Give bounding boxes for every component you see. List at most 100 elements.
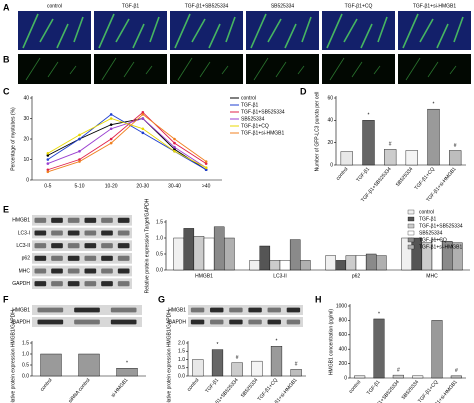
y-tick-label: 0.0 — [22, 373, 29, 379]
legend-label: TGF-β1+SB525334 — [419, 223, 463, 229]
blot-strip — [188, 317, 303, 327]
blot-band — [117, 255, 130, 261]
myotube — [326, 13, 343, 49]
micrograph — [94, 54, 167, 84]
legend-label: control — [241, 95, 256, 101]
myotube — [132, 23, 145, 49]
gfp-signal — [275, 61, 287, 78]
bar — [354, 375, 366, 379]
bar — [392, 374, 404, 379]
point — [78, 133, 81, 137]
blot-band — [34, 230, 47, 236]
myotube — [419, 18, 434, 43]
blot-band — [34, 217, 47, 223]
y-tick-label: 0 — [330, 162, 333, 168]
point — [141, 127, 145, 131]
blot-band — [67, 243, 80, 249]
blot-band — [229, 319, 243, 325]
blot-band — [117, 268, 130, 274]
myotube — [174, 13, 191, 49]
point — [78, 160, 81, 163]
y-tick-label: 800 — [339, 318, 348, 324]
significance-marker: # — [295, 362, 298, 368]
y-tick-label: 1.5 — [156, 219, 163, 225]
point — [173, 150, 176, 153]
blot-band — [51, 281, 63, 287]
y-tick-label: 40 — [327, 118, 333, 124]
blot-band — [67, 217, 80, 223]
x-tick-label: TGF-β1 — [204, 377, 220, 394]
point — [173, 141, 176, 145]
blot-band — [248, 307, 262, 313]
legend-label: SB525334 — [419, 230, 443, 236]
y-tick-label: 1000 — [336, 303, 347, 309]
blot-band — [117, 281, 130, 287]
myotube — [343, 18, 358, 43]
blot-band — [37, 307, 64, 313]
gfp-signal — [351, 61, 363, 78]
blot-band — [286, 307, 301, 313]
y-axis-label: HMGB1 concentration (pg/ml) — [328, 309, 334, 375]
blot-band — [190, 307, 205, 313]
myotube — [436, 23, 449, 49]
blot-band — [101, 281, 113, 287]
y-tick-label: 30 — [23, 116, 29, 122]
blot-strip — [32, 278, 132, 289]
point — [46, 158, 50, 161]
bar — [224, 237, 235, 271]
point — [141, 131, 145, 135]
y-tick-label: 0 — [344, 375, 347, 381]
blot-band — [190, 319, 205, 325]
gfp-signal — [177, 57, 193, 81]
panel-label: B — [3, 54, 10, 64]
bar — [193, 236, 205, 271]
y-tick-label: 1.0 — [22, 351, 29, 357]
blot-strip — [32, 215, 132, 226]
line — [47, 118, 207, 169]
myotube — [250, 13, 267, 49]
blot-band — [248, 319, 262, 325]
gfp-signal — [427, 61, 439, 78]
myotube — [402, 13, 419, 49]
bar — [279, 260, 291, 271]
legend-label: TGF-β1 — [241, 102, 259, 108]
legend-label: TGF-β1+si-HMGB1 — [419, 244, 463, 250]
bar — [376, 255, 387, 271]
blot-band — [51, 230, 63, 236]
x-tick-label: SB525334 — [395, 166, 415, 188]
myotube — [267, 18, 282, 43]
panel-label: H — [315, 294, 322, 304]
y-tick-label: 0 — [26, 177, 29, 183]
panel-label: D — [300, 86, 307, 96]
blot-band — [74, 307, 100, 313]
legend-label: control — [419, 209, 434, 215]
point — [173, 145, 176, 149]
column-label: TGF-β1+si-HMGB1 — [413, 3, 457, 9]
blot-band — [84, 217, 97, 223]
blot-strip — [32, 253, 132, 264]
blot-band — [67, 281, 80, 287]
y-tick-label: 40 — [23, 95, 29, 101]
myotube — [284, 23, 297, 49]
point — [46, 154, 50, 157]
gfp-signal — [101, 57, 117, 81]
blot-band — [34, 268, 47, 274]
micrograph — [322, 54, 395, 84]
blot-band — [267, 319, 281, 325]
micrograph — [170, 54, 243, 84]
y-axis-label: Relative protein expression HMGB1/GAPDH — [10, 310, 16, 403]
gfp-signal — [199, 61, 211, 78]
point — [78, 137, 81, 141]
point — [141, 111, 145, 114]
bar — [78, 353, 100, 377]
myotube — [22, 13, 39, 49]
significance-marker: * — [378, 311, 380, 317]
blot-band — [210, 307, 224, 313]
point — [78, 150, 81, 153]
bar — [345, 255, 357, 271]
blot-band — [67, 255, 80, 261]
y-tick-label: 1.0 — [156, 235, 163, 241]
myotube — [377, 16, 388, 43]
x-tick-label: 20-30 — [136, 183, 149, 189]
point — [46, 162, 50, 165]
